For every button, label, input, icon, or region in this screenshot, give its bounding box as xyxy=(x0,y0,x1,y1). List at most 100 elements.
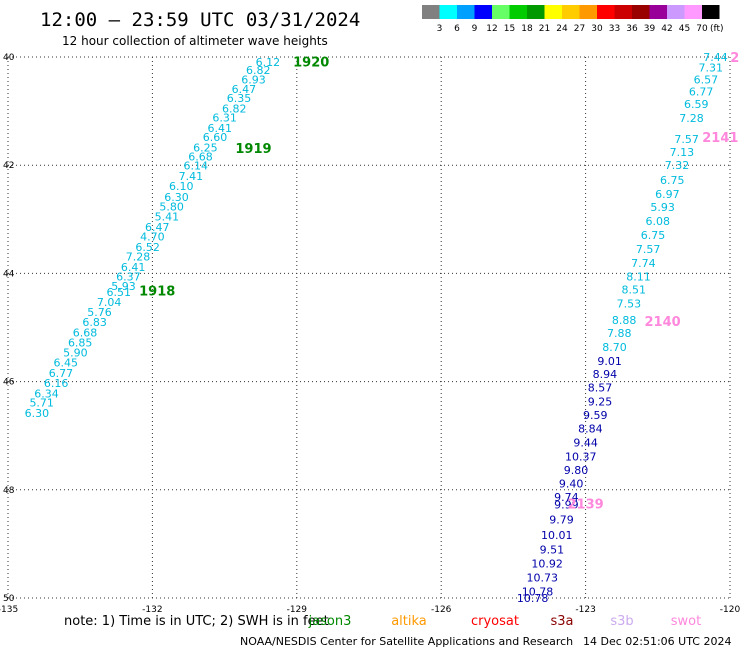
wave-height-value: 7.28 xyxy=(126,251,151,264)
legend-label: 30 xyxy=(591,24,603,34)
legend-label: 27 xyxy=(574,24,585,34)
legend-swatch xyxy=(544,5,562,19)
legend-label: 45 xyxy=(679,24,690,34)
wave-height-value: 6.57 xyxy=(694,74,719,87)
wave-height-value: 9.74 xyxy=(554,491,579,504)
wave-height-value: 7.41 xyxy=(179,170,204,183)
plot-area: -135 -132 -129 -126 -123 -120 40 42 44 46 48 50 6.1… xyxy=(0,51,740,615)
wave-height-value: 6.68 xyxy=(73,326,98,339)
legend-label: 70 xyxy=(696,24,708,34)
wave-height-value: 9.79 xyxy=(549,514,574,527)
x-tick-label: -120 xyxy=(720,605,740,615)
wave-height-value: 6.68 xyxy=(188,151,213,164)
satellite-name-cryosat: cryosat xyxy=(471,614,519,629)
wave-height-value: 7.31 xyxy=(698,61,723,74)
wave-height-value: 6.41 xyxy=(208,122,233,135)
y-tick-label: 40 xyxy=(3,53,15,63)
y-tick-label: 46 xyxy=(3,378,15,388)
wave-height-value: 6.14 xyxy=(183,160,208,173)
satellite-tracks: 6.126.826.936.476.356.826.316.416.606.25… xyxy=(25,51,728,605)
wave-height-value: 9.80 xyxy=(564,464,589,477)
wave-height-value: 6.25 xyxy=(193,141,218,154)
wave-height-value: 6.16 xyxy=(44,377,69,390)
legend-label: 6 xyxy=(454,24,460,34)
pass-number-label: 1919 xyxy=(235,142,271,157)
pass-number-label: 2140 xyxy=(645,315,681,330)
wave-height-value: 6.93 xyxy=(241,74,266,87)
legend-label: 18 xyxy=(521,24,533,34)
x-tick-label: -126 xyxy=(431,605,452,615)
legend-swatch xyxy=(667,5,685,19)
x-tick-label: -135 xyxy=(0,605,18,615)
legend-swatch xyxy=(474,5,492,19)
wave-height-value: 5.93 xyxy=(650,201,675,214)
wave-height-value: 8.84 xyxy=(578,423,603,436)
legend-swatch xyxy=(579,5,597,19)
wave-height-value: 5.80 xyxy=(159,200,184,213)
wave-height-value: 6.59 xyxy=(684,98,709,111)
satellite-name-s3b: s3b xyxy=(610,614,633,629)
wave-height-value: 6.10 xyxy=(169,180,194,193)
x-tick-label: -132 xyxy=(142,605,162,615)
wave-height-value: 6.34 xyxy=(34,388,59,401)
credit-text: NOAA/NESDIS Center for Satellite Applica… xyxy=(240,635,573,648)
legend-label: 36 xyxy=(626,24,638,34)
wave-height-value: 6.52 xyxy=(135,241,160,254)
wave-height-value: 7.88 xyxy=(607,327,632,340)
wave-height-value: 6.08 xyxy=(646,215,671,228)
color-legend: 3 6 9 12 15 18 21 24 27 30 33 36 39 42 45 70 (ft) xyxy=(422,5,724,34)
legend-swatch xyxy=(492,5,510,19)
wave-height-value: 7.04 xyxy=(97,296,122,309)
wave-height-value: 7.32 xyxy=(665,159,690,172)
legend-swatch xyxy=(422,5,440,19)
y-tick-label: 50 xyxy=(3,594,15,604)
pass-number-label: 1920 xyxy=(293,55,329,70)
legend-swatch xyxy=(702,5,720,19)
wave-height-value: 6.12 xyxy=(256,56,281,69)
wave-height-value: 10.01 xyxy=(541,529,573,542)
wave-height-value: 7.44 xyxy=(703,51,728,64)
wave-height-value: 10.92 xyxy=(531,557,563,570)
legend-swatch xyxy=(684,5,702,19)
wave-height-value: 9.44 xyxy=(573,437,598,450)
wave-height-value: 6.75 xyxy=(641,229,666,242)
wave-height-value: 6.35 xyxy=(227,92,252,105)
satellite-name-swot: swot xyxy=(671,614,701,629)
wave-height-value: 6.85 xyxy=(68,337,93,350)
wave-height-value: 5.41 xyxy=(155,211,180,224)
wave-height-value: 8.70 xyxy=(602,341,627,354)
wave-height-value: 9.01 xyxy=(597,355,622,368)
wave-height-value: 7.53 xyxy=(617,298,642,311)
plot-background xyxy=(8,57,730,598)
legend-swatch xyxy=(632,5,650,19)
legend-swatch xyxy=(614,5,632,19)
wave-height-value: 6.97 xyxy=(655,188,680,201)
x-tick-label: -123 xyxy=(575,605,595,615)
wave-height-value: 6.60 xyxy=(203,131,228,144)
wave-height-value: 5.76 xyxy=(87,306,112,319)
wave-height-value: 8.51 xyxy=(621,284,646,297)
wave-height-value: 9.59 xyxy=(583,409,608,422)
legend-label: 15 xyxy=(504,24,515,34)
legend-swatch xyxy=(649,5,667,19)
legend-unit: (ft) xyxy=(710,24,724,34)
wave-height-value: 6.83 xyxy=(82,316,107,329)
pass-number-label: 2139 xyxy=(568,497,604,512)
wave-height-value: 8.94 xyxy=(593,368,618,381)
axis-ticks: -135 -132 -129 -126 -123 -120 40 42 44 46 48 50 xyxy=(0,53,740,615)
wave-height-value: 6.31 xyxy=(212,112,237,125)
wave-height-value: 6.77 xyxy=(49,367,74,380)
wave-height-value: 6.45 xyxy=(54,357,79,370)
map-subtitle: 12 hour collection of altimeter wave hei… xyxy=(62,34,328,48)
wave-height-value: 10.78 xyxy=(517,592,549,605)
wave-height-value: 7.57 xyxy=(674,133,699,146)
wave-height-value: 6.41 xyxy=(121,261,146,274)
y-tick-label: 48 xyxy=(3,486,15,496)
wave-height-value: 6.37 xyxy=(116,271,141,284)
wave-height-value: 9.99 xyxy=(554,498,579,511)
satellite-legend: jason3 altika cryosat s3a s3b swot xyxy=(308,614,702,629)
wave-height-value: 6.47 xyxy=(232,83,257,96)
pass-labels: 1920 1919 1918 2141 2140 2139 2 xyxy=(139,51,739,512)
track-jason3-pass-east: 7.447.316.576.776.597.287.577.137.326.75… xyxy=(602,51,728,354)
wave-height-value: 7.74 xyxy=(631,257,656,270)
